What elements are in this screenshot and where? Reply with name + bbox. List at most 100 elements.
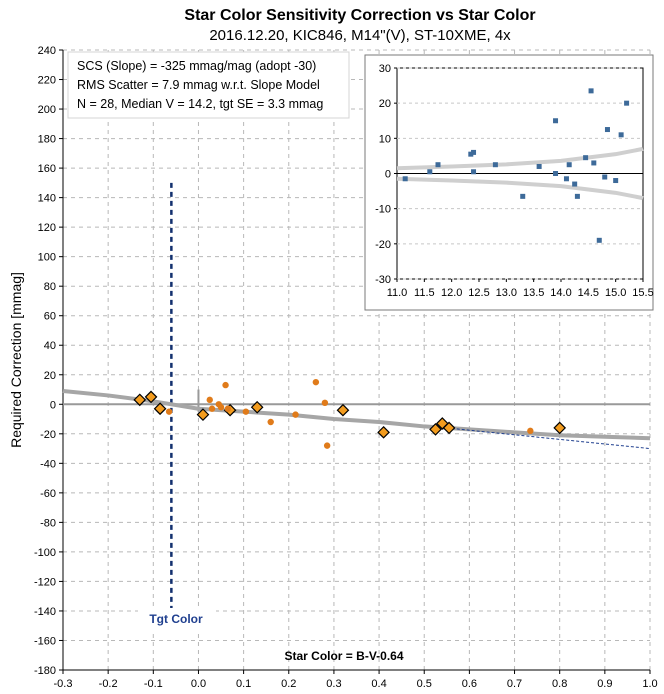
inset-point-5 <box>471 169 477 175</box>
target-color-label: Tgt Color <box>149 612 203 626</box>
inset-y-tick-label-4: -10 <box>375 204 391 216</box>
inset-point-3 <box>468 151 474 157</box>
y-tick-label-20: -160 <box>34 635 56 647</box>
inset-point-16 <box>588 88 594 94</box>
y-tick-label-15: -60 <box>40 488 56 500</box>
inset-point-8 <box>536 163 542 169</box>
inset-point-11 <box>563 176 569 182</box>
inset-point-14 <box>574 193 580 199</box>
y-tick-label-13: -20 <box>40 429 56 441</box>
y-tick-label-6: 120 <box>38 222 56 234</box>
x-tick-label-13: 1.0 <box>642 678 657 690</box>
x-tick-label-8: 0.5 <box>417 678 432 690</box>
inset-y-tick-label-1: 20 <box>379 98 391 110</box>
inset-x-tick-label-2: 12.0 <box>441 287 462 299</box>
inset-point-22 <box>618 132 624 138</box>
x-tick-label-2: -0.1 <box>144 678 163 690</box>
x-tick-label-9: 0.6 <box>462 678 477 690</box>
x-tick-label-7: 0.4 <box>371 678 386 690</box>
inset-x-tick-label-0: 11.0 <box>387 287 408 299</box>
inset-data-points <box>402 88 630 243</box>
inset-tick-labels: 11.0 11.5 12.0 12.5 13.0 13.5 14.0 14.5 15.0 15.5… <box>375 63 654 299</box>
inset-point-20 <box>604 127 610 133</box>
inset-point-17 <box>591 160 597 166</box>
y-tick-label-0: 240 <box>38 45 56 57</box>
circle-point-5 <box>222 381 229 389</box>
inset-x-tick-label-3: 12.5 <box>468 287 489 299</box>
x-tick-label-10: 0.7 <box>507 678 522 690</box>
inset-y-tick-label-3: 0 <box>385 169 391 181</box>
inset-y-tick-label-0: 30 <box>379 63 391 75</box>
inset-y-tick-label-2: 10 <box>379 133 391 145</box>
circle-point-1 <box>206 396 213 404</box>
diamond-point-0 <box>133 393 147 407</box>
main-tick-labels: -0.3 -0.2 -0.1 0.0 0.1 0.2 0.3 0.4 0.5 0.6 0.7 0.8 0… <box>34 45 658 690</box>
circle-point-2 <box>208 405 216 412</box>
diamond-point-10 <box>442 421 456 435</box>
inset-point-23 <box>624 100 630 106</box>
inset-x-tick-label-7: 14.5 <box>578 287 599 299</box>
circle-point-9 <box>292 411 299 418</box>
inset-y-tick-label-5: -20 <box>375 239 391 251</box>
circle-point-7 <box>242 408 250 415</box>
inset-point-9 <box>553 118 559 124</box>
diamond-point-3 <box>196 408 210 421</box>
chart-title: Star Color Sensitivity Correction vs Sta… <box>184 7 535 24</box>
main-data-points <box>133 378 567 449</box>
inset-y-tick-label-6: -30 <box>375 274 391 286</box>
diamond-point-1 <box>144 390 158 404</box>
main-fit-curve <box>62 389 651 450</box>
inset-x-tick-label-4: 13.0 <box>496 287 517 299</box>
y-tick-label-1: 220 <box>38 75 56 87</box>
circle-point-13 <box>527 427 534 435</box>
y-tick-label-7: 100 <box>38 252 56 264</box>
inset-point-21 <box>613 178 619 184</box>
annotation-line-2: RMS Scatter = 7.9 mmag w.r.t. Slope Mode… <box>77 78 320 92</box>
x-tick-label-5: 0.2 <box>281 678 296 690</box>
inset-x-tick-label-6: 14.0 <box>550 287 571 299</box>
x-tick-label-3: 0.0 <box>191 678 206 690</box>
inset-x-tick-label-9: 15.5 <box>632 287 653 299</box>
circle-point-4 <box>217 404 225 411</box>
diamond-point-2 <box>153 402 167 416</box>
x-tick-label-6: 0.3 <box>326 678 341 690</box>
diamond-point-6 <box>336 403 350 417</box>
y-tick-label-16: -80 <box>40 517 56 529</box>
y-tick-label-3: 180 <box>38 134 56 146</box>
annotation-line-3: N = 28, Median V = 14.2, tgt SE = 3.3 mm… <box>77 97 323 111</box>
y-tick-label-9: 60 <box>44 311 56 323</box>
circle-point-6 <box>224 405 232 412</box>
inset-point-18 <box>596 237 602 243</box>
inset-gridlines <box>394 67 644 282</box>
y-axis-label: Required Correction [mmag] <box>8 272 24 448</box>
inset-envelope-upper <box>396 146 644 171</box>
x-tick-label-11: 0.8 <box>552 678 567 690</box>
x-tick-label-12: 0.9 <box>597 678 612 690</box>
fit-curve <box>62 389 651 441</box>
inset-point-6 <box>492 162 498 168</box>
annotation-line-1: SCS (Slope) = -325 mmag/mag (adopt -30) <box>77 59 316 73</box>
y-tick-label-19: -140 <box>34 606 56 618</box>
y-tick-label-11: 20 <box>44 370 56 382</box>
inset-point-1 <box>427 169 433 175</box>
inset-point-12 <box>566 162 572 168</box>
target-label-box <box>138 608 216 630</box>
inset-point-19 <box>602 174 608 180</box>
inset-point-15 <box>583 155 589 161</box>
circle-point-8 <box>267 418 274 426</box>
diamond-point-8 <box>429 423 442 436</box>
inset-point-7 <box>520 193 526 199</box>
circle-point-12 <box>323 442 331 449</box>
x-tick-label-1: -0.2 <box>99 678 118 690</box>
inset-envelope <box>396 146 644 201</box>
inset-envelope-lower <box>396 176 644 201</box>
y-tick-label-14: -40 <box>40 458 56 470</box>
inset-point-0 <box>402 176 408 182</box>
annotation-box <box>67 51 350 119</box>
inset-point-10 <box>553 171 559 176</box>
inset-point-4 <box>471 149 477 155</box>
chart-subtitle: 2016.12.20, KIC846, M14"(V), ST-10XME, 4… <box>209 27 511 44</box>
inset-point-13 <box>572 181 578 187</box>
y-tick-label-2: 200 <box>38 104 56 116</box>
